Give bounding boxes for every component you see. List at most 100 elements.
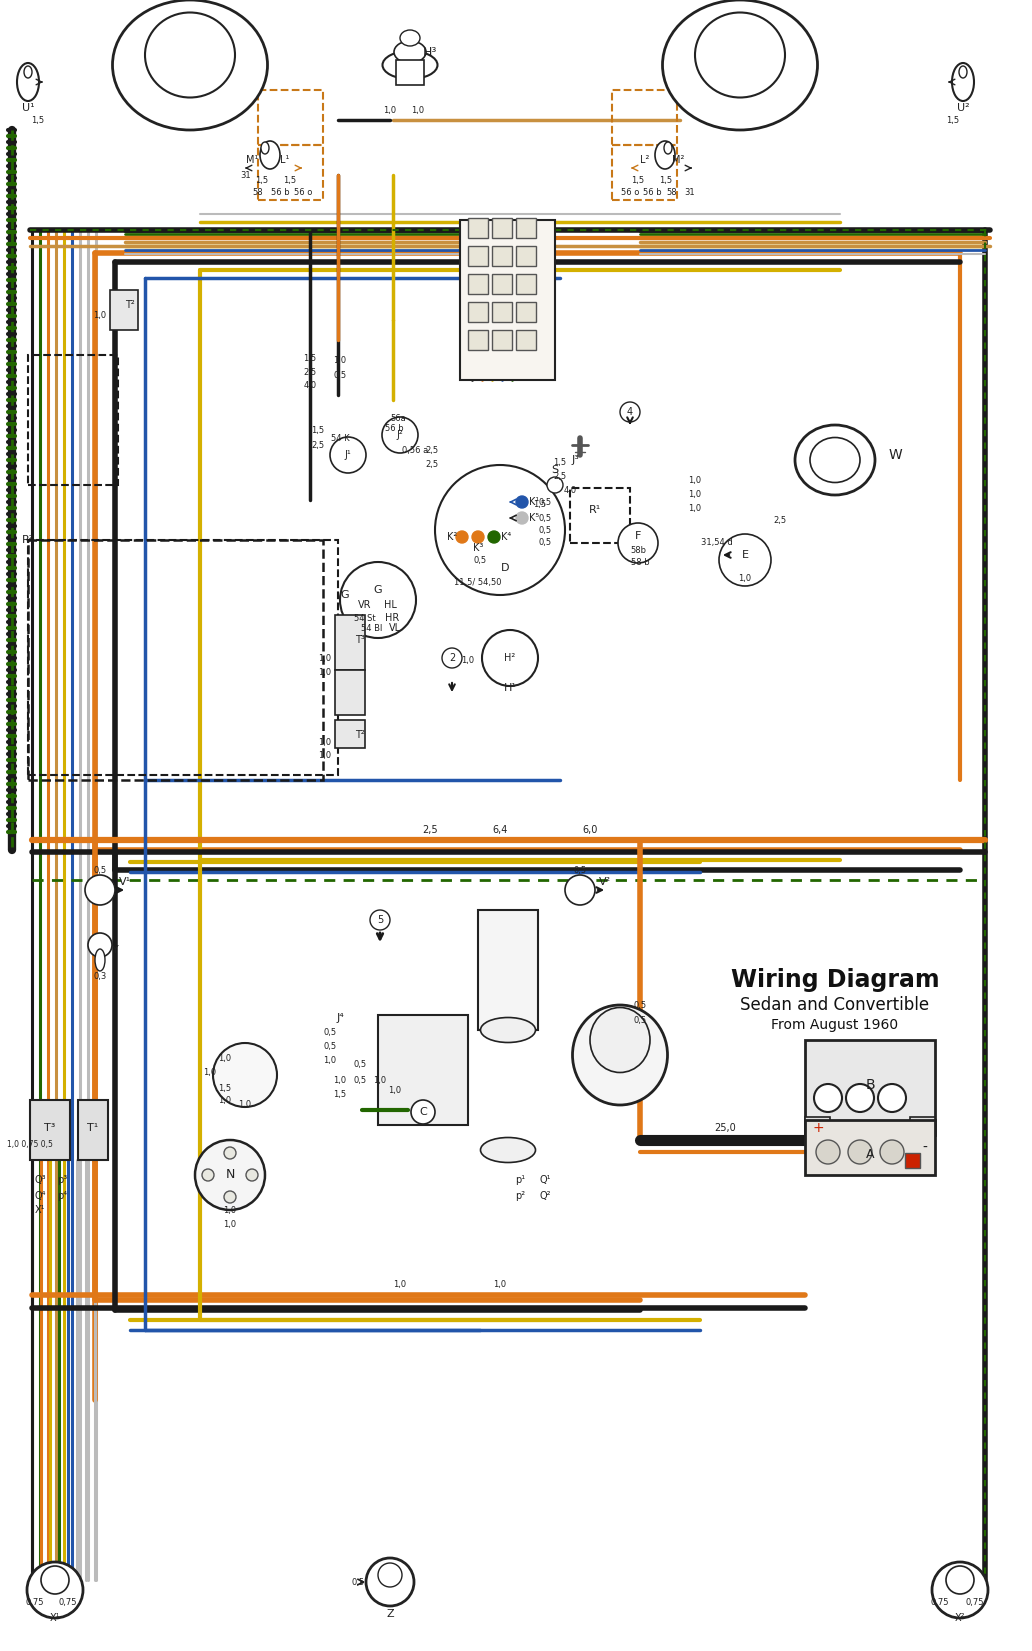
Text: 56 b: 56 b bbox=[643, 188, 662, 196]
Text: 1,0: 1,0 bbox=[219, 1053, 231, 1063]
Bar bbox=[378, 1015, 467, 1124]
Bar bbox=[460, 220, 555, 380]
Text: 1,0: 1,0 bbox=[238, 1101, 252, 1109]
Text: 58b: 58b bbox=[630, 545, 646, 555]
Text: V²: V² bbox=[599, 877, 611, 887]
Text: 5: 5 bbox=[377, 915, 383, 925]
Text: 0,5: 0,5 bbox=[574, 865, 586, 875]
Text: 1,0: 1,0 bbox=[319, 751, 331, 759]
Circle shape bbox=[88, 933, 112, 958]
Ellipse shape bbox=[664, 142, 672, 154]
Text: Sedan and Convertible: Sedan and Convertible bbox=[740, 996, 930, 1014]
Bar bbox=[335, 670, 365, 715]
Bar bbox=[516, 274, 536, 294]
Text: C: C bbox=[419, 1108, 427, 1118]
Circle shape bbox=[719, 533, 771, 586]
Text: 1,0: 1,0 bbox=[688, 504, 702, 512]
Text: 11,5/ 54,50: 11,5/ 54,50 bbox=[454, 578, 502, 586]
Text: 54 Bl: 54 Bl bbox=[361, 624, 383, 632]
Ellipse shape bbox=[663, 0, 817, 130]
Circle shape bbox=[488, 532, 499, 543]
Bar bbox=[467, 330, 488, 350]
Circle shape bbox=[442, 647, 462, 669]
Circle shape bbox=[814, 1085, 842, 1113]
Ellipse shape bbox=[383, 51, 438, 79]
Text: 1,0: 1,0 bbox=[393, 1281, 407, 1289]
Circle shape bbox=[816, 1139, 840, 1164]
Text: T³: T³ bbox=[355, 636, 365, 646]
Circle shape bbox=[213, 1043, 277, 1108]
Circle shape bbox=[482, 631, 538, 687]
Circle shape bbox=[411, 1100, 436, 1124]
Text: X²: X² bbox=[955, 1613, 965, 1623]
Text: L¹: L¹ bbox=[281, 155, 290, 165]
Bar bbox=[78, 1100, 108, 1161]
Text: 58 b: 58 b bbox=[631, 558, 649, 566]
Text: 31: 31 bbox=[684, 188, 696, 196]
Text: 0,5: 0,5 bbox=[474, 555, 486, 565]
Circle shape bbox=[565, 875, 595, 905]
Text: 1,0: 1,0 bbox=[739, 573, 751, 583]
Text: A: A bbox=[866, 1149, 874, 1162]
Text: 1,0: 1,0 bbox=[203, 1068, 217, 1078]
Text: 54 K: 54 K bbox=[330, 434, 349, 442]
Text: 6,0: 6,0 bbox=[582, 826, 598, 835]
Text: 0,5: 0,5 bbox=[353, 1060, 366, 1070]
Text: 2,5: 2,5 bbox=[773, 515, 786, 525]
Bar bbox=[612, 91, 677, 145]
Bar bbox=[492, 330, 512, 350]
Text: M²: M² bbox=[672, 155, 684, 165]
Text: 1,0: 1,0 bbox=[333, 1075, 347, 1085]
Circle shape bbox=[846, 1085, 874, 1113]
Ellipse shape bbox=[261, 142, 269, 154]
Circle shape bbox=[878, 1085, 906, 1113]
Circle shape bbox=[848, 1139, 872, 1164]
Text: J¹: J¹ bbox=[345, 451, 351, 461]
Text: 0,3: 0,3 bbox=[93, 971, 106, 981]
Ellipse shape bbox=[481, 1017, 536, 1042]
Text: Y: Y bbox=[111, 944, 119, 954]
Text: U¹: U¹ bbox=[22, 102, 34, 112]
Bar bbox=[910, 1118, 935, 1134]
Text: VL: VL bbox=[389, 622, 401, 632]
Bar bbox=[516, 330, 536, 350]
Text: VR: VR bbox=[358, 599, 372, 609]
Ellipse shape bbox=[952, 63, 974, 101]
Text: V¹: V¹ bbox=[119, 877, 131, 887]
Ellipse shape bbox=[260, 140, 280, 168]
Text: 2,5: 2,5 bbox=[312, 441, 324, 449]
Text: 4: 4 bbox=[626, 408, 633, 418]
Text: 0,56 a: 0,56 a bbox=[401, 446, 428, 454]
Text: R²: R² bbox=[22, 535, 34, 545]
Bar bbox=[612, 145, 677, 200]
Text: T¹: T¹ bbox=[88, 1123, 99, 1133]
Text: 1,5: 1,5 bbox=[333, 1091, 347, 1100]
Text: p¹: p¹ bbox=[515, 1176, 525, 1185]
Text: 0,5: 0,5 bbox=[539, 538, 551, 546]
Ellipse shape bbox=[573, 1005, 668, 1105]
Text: D: D bbox=[501, 563, 509, 573]
Text: T³: T³ bbox=[44, 1123, 56, 1133]
Text: G: G bbox=[374, 584, 382, 594]
Text: Q²: Q² bbox=[540, 1190, 551, 1200]
Text: 0,75: 0,75 bbox=[966, 1598, 985, 1606]
Text: T²: T² bbox=[355, 730, 365, 740]
Bar bbox=[492, 218, 512, 238]
Text: B: B bbox=[865, 1078, 875, 1091]
Circle shape bbox=[224, 1190, 236, 1204]
Circle shape bbox=[370, 910, 390, 930]
Text: +: + bbox=[812, 1121, 824, 1134]
Circle shape bbox=[195, 1139, 265, 1210]
Text: 1,5: 1,5 bbox=[659, 175, 673, 185]
Circle shape bbox=[880, 1139, 904, 1164]
Text: p³: p³ bbox=[57, 1176, 67, 1185]
Text: 1,5: 1,5 bbox=[31, 116, 44, 124]
Text: 1,0: 1,0 bbox=[384, 106, 396, 114]
Text: G: G bbox=[341, 589, 349, 599]
Text: 1,5: 1,5 bbox=[946, 116, 960, 124]
Text: 1,0: 1,0 bbox=[388, 1085, 401, 1095]
Text: 1,0: 1,0 bbox=[224, 1220, 236, 1228]
Text: 1,5: 1,5 bbox=[256, 175, 268, 185]
Text: 1,5: 1,5 bbox=[534, 500, 547, 509]
Text: 1,0: 1,0 bbox=[94, 310, 106, 320]
